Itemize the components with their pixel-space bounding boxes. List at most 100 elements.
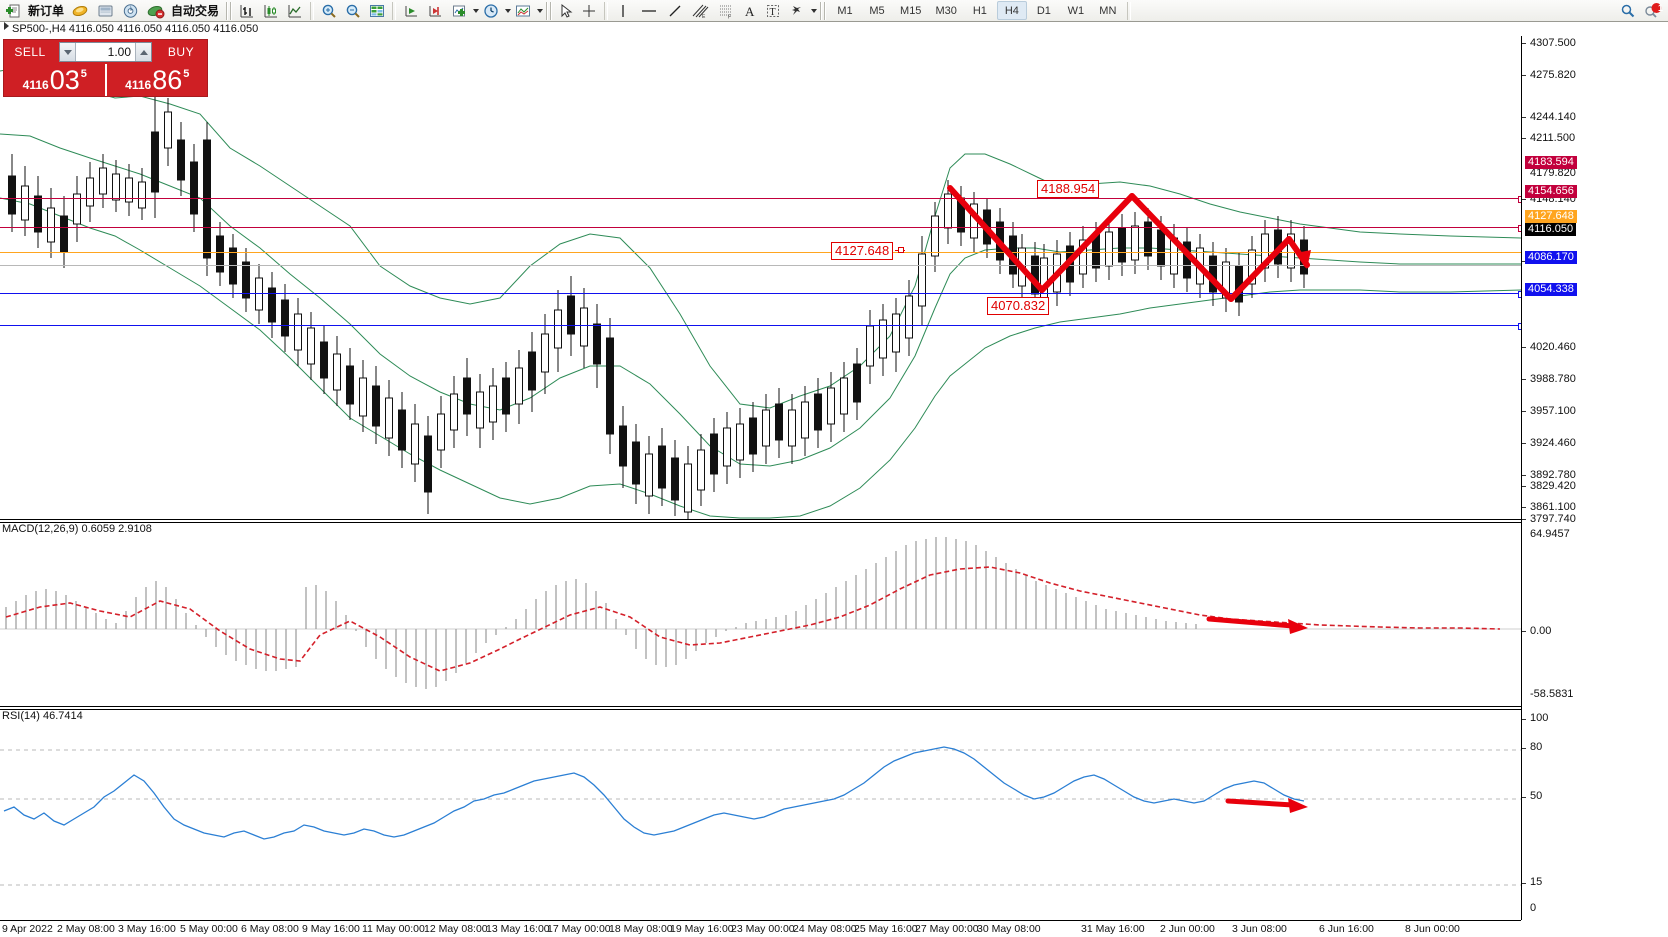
axis-tick xyxy=(1522,883,1526,884)
navigator-icon[interactable] xyxy=(119,1,142,21)
zoom-in-icon[interactable] xyxy=(318,1,340,21)
price-tag-support-2[interactable]: 4054.338 xyxy=(1525,283,1577,296)
price-tag-support-1[interactable]: 4086.170 xyxy=(1525,251,1577,264)
price-axis-label: 4275.820 xyxy=(1530,69,1576,81)
svg-text:A: A xyxy=(745,4,755,19)
annotation-pivot-anchor[interactable] xyxy=(898,247,904,253)
timeframe-d1[interactable]: D1 xyxy=(1036,4,1051,17)
profile-icon[interactable] xyxy=(69,1,92,21)
templates-dropdown-icon[interactable] xyxy=(537,8,544,13)
autotrade-label[interactable]: 自动交易 xyxy=(171,4,220,18)
shift-start-icon[interactable] xyxy=(400,1,422,21)
fibonacci-icon[interactable]: F xyxy=(714,1,738,21)
new-order-icon[interactable] xyxy=(3,1,25,21)
crosshair-icon[interactable] xyxy=(578,1,600,21)
annotation-pivot[interactable]: 4127.648 xyxy=(831,242,894,260)
shapes-icon[interactable] xyxy=(786,1,808,21)
price-chart-pane[interactable]: 4188.954 4127.648 4070.832 3806.099 xyxy=(0,36,1525,572)
sell-button[interactable]: 4116 03 5 xyxy=(4,64,107,96)
one-click-trading-panel[interactable]: SELL 1.00 BUY 4116 03 5 xyxy=(3,39,208,97)
period-dropdown-icon[interactable] xyxy=(505,8,512,13)
terminal-icon[interactable] xyxy=(94,1,117,21)
price-line-resistance-1[interactable] xyxy=(0,195,1525,203)
volume-stepper[interactable]: 1.00 xyxy=(59,42,152,62)
buy-price-main: 86 xyxy=(152,65,183,95)
price-axis-label: 4179.820 xyxy=(1530,167,1576,179)
price-line-resistance-2[interactable] xyxy=(0,224,1525,232)
search-icon[interactable] xyxy=(1617,1,1639,21)
new-order-label[interactable]: 新订单 xyxy=(28,4,65,18)
toolbar-grip-3[interactable] xyxy=(820,1,827,20)
period-clock-icon[interactable] xyxy=(480,1,502,21)
chevron-up-icon xyxy=(139,49,148,55)
shift-end-icon[interactable] xyxy=(424,1,446,21)
rsi-axis-level: 0 xyxy=(1530,902,1537,914)
annotation-swing-high[interactable]: 4188.954 xyxy=(1037,180,1100,198)
label-icon[interactable]: T xyxy=(762,1,784,21)
trendline-icon[interactable] xyxy=(664,1,686,21)
macd-pane[interactable]: MACD(12,26,9) 0.6059 2.9108 xyxy=(0,523,1521,707)
buy-button[interactable]: 4116 86 5 xyxy=(107,64,208,96)
text-icon[interactable]: A xyxy=(740,1,760,21)
volume-increment-button[interactable] xyxy=(135,43,151,61)
time-axis-label: 11 May 00:00 xyxy=(362,923,425,935)
time-axis[interactable]: 9 Apr 2022 2 May 08:00 3 May 16:00 5 May… xyxy=(0,920,1521,937)
rsi-axis-level: 80 xyxy=(1530,741,1543,753)
bar-chart-icon[interactable] xyxy=(236,1,258,21)
time-axis-label: 25 May 16:00 xyxy=(854,923,918,935)
price-line-pivot[interactable] xyxy=(0,252,1521,253)
toolbar-sep-2 xyxy=(392,1,397,20)
timeframe-h4[interactable]: H4 xyxy=(996,1,1027,20)
timeframe-h1[interactable]: H1 xyxy=(972,4,987,17)
axis-tick xyxy=(1522,138,1526,139)
add-indicator-dropdown-icon[interactable] xyxy=(473,8,480,13)
pane-divider-price-macd xyxy=(0,519,1521,520)
price-tag-pivot[interactable]: 4127.648 xyxy=(1525,210,1577,223)
timeframe-w1[interactable]: W1 xyxy=(1067,4,1085,17)
main-toolbar: 新订单 xyxy=(0,0,1668,22)
shapes-dropdown-icon[interactable] xyxy=(811,8,818,13)
axis-tick xyxy=(1522,117,1526,118)
data-window-icon[interactable] xyxy=(366,1,388,21)
vline-icon[interactable] xyxy=(612,1,634,21)
toolbar-grip-2[interactable] xyxy=(546,1,553,20)
templates-icon[interactable] xyxy=(512,1,534,21)
price-line-support-2[interactable] xyxy=(0,322,1525,330)
line-chart-icon[interactable] xyxy=(284,1,306,21)
candle-chart-icon[interactable] xyxy=(260,1,282,21)
time-axis-label: 6 May 08:00 xyxy=(241,923,299,935)
alerts-icon[interactable]: 1 xyxy=(1641,1,1665,21)
toolbar-sep-3 xyxy=(604,1,609,20)
cursor-icon[interactable] xyxy=(556,1,576,21)
buy-label[interactable]: BUY xyxy=(167,45,195,59)
price-axis[interactable]: 4307.500 4275.820 4244.140 4211.500 4179… xyxy=(1521,36,1668,920)
rsi-axis-level: 50 xyxy=(1530,790,1543,802)
price-tag-resistance-1[interactable]: 4183.594 xyxy=(1525,156,1577,169)
time-axis-label: 9 Apr 2022 xyxy=(2,923,53,935)
axis-tick xyxy=(1522,486,1526,487)
timeframe-m15[interactable]: M15 xyxy=(900,4,922,17)
autotrade-icon[interactable] xyxy=(144,1,168,21)
price-line-support-1[interactable] xyxy=(0,290,1525,298)
axis-tick xyxy=(1522,43,1526,44)
toolbar-grip-1[interactable] xyxy=(226,1,233,20)
timeframe-mn[interactable]: MN xyxy=(1099,4,1117,17)
price-tag-resistance-2[interactable]: 4154.656 xyxy=(1525,185,1577,198)
add-indicator-icon[interactable] xyxy=(448,1,470,21)
volume-value[interactable]: 1.00 xyxy=(107,45,131,59)
zoom-out-icon[interactable] xyxy=(342,1,364,21)
annotation-swing-low[interactable]: 4070.832 xyxy=(987,297,1050,315)
oct-header-row: SELL 1.00 BUY xyxy=(4,40,207,64)
time-axis-label: 2 May 08:00 xyxy=(57,923,115,935)
timeframe-m30[interactable]: M30 xyxy=(935,4,957,17)
hline-icon[interactable] xyxy=(636,1,662,21)
equidistant-channel-icon[interactable]: E xyxy=(688,1,712,21)
sell-label[interactable]: SELL xyxy=(14,45,46,59)
volume-decrement-button[interactable] xyxy=(60,43,76,61)
pane-divider-price-macd-2 xyxy=(0,522,1521,523)
axis-tick xyxy=(1522,411,1526,412)
timeframe-m1[interactable]: M1 xyxy=(837,4,853,17)
rsi-pane[interactable]: RSI(14) 46.7414 xyxy=(0,710,1521,920)
axis-tick xyxy=(1522,261,1526,262)
timeframe-m5[interactable]: M5 xyxy=(869,4,885,17)
